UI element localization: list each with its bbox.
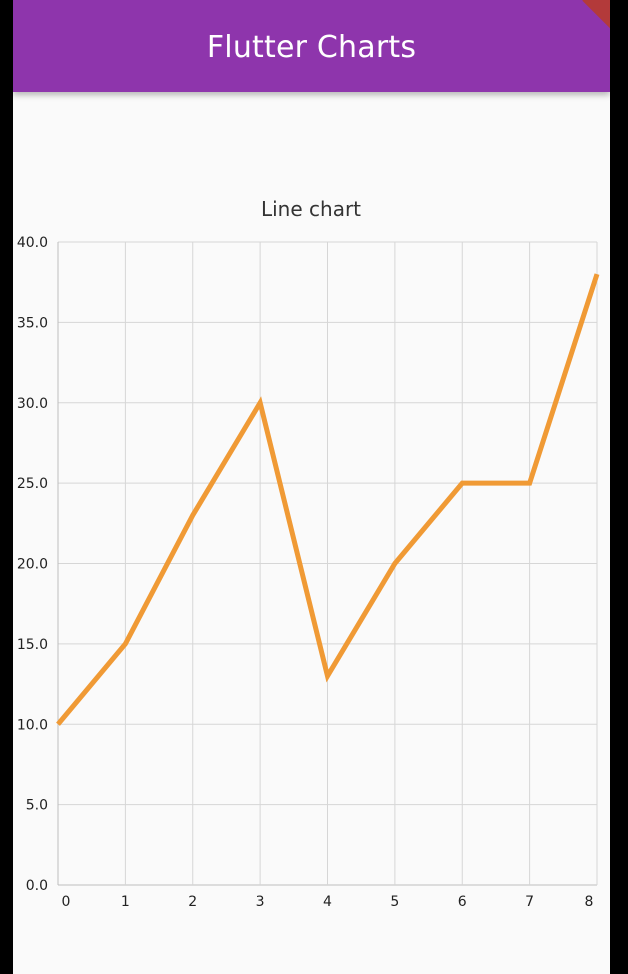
y-tick-label: 25.0 (17, 476, 48, 492)
app-bar-title: Flutter Charts (206, 30, 417, 65)
x-tick-label: 7 (525, 894, 534, 910)
y-tick-label: 10.0 (17, 717, 48, 733)
y-tick-label: 0.0 (26, 878, 48, 894)
x-tick-label: 4 (323, 894, 332, 910)
y-tick-label: 35.0 (17, 315, 48, 331)
y-tick-label: 15.0 (17, 637, 48, 653)
series-line (56, 273, 600, 726)
line-chart: Line chart 0.0 5.0 10.0 15.0 20.0 25.0 30.0 35.… (17, 197, 600, 910)
x-tick-label: 3 (256, 894, 265, 910)
x-tick-label: 5 (390, 894, 399, 910)
y-tick-label: 5.0 (26, 798, 48, 814)
app-screen: Flutter Charts Line chart 0.0 5.0 10.0 15.0… (13, 0, 610, 974)
x-tick-label: 1 (121, 894, 130, 910)
x-tick-label: 6 (458, 894, 467, 910)
chart-title: Line chart (261, 197, 361, 221)
y-tick-label: 20.0 (17, 557, 48, 573)
app-bar: Flutter Charts (13, 0, 610, 92)
y-tick-label: 30.0 (17, 396, 48, 412)
x-axis-ticks: 0 1 2 3 4 5 6 7 8 (62, 894, 594, 910)
y-tick-label: 40.0 (17, 235, 48, 251)
x-tick-label: 2 (188, 894, 197, 910)
x-tick-label: 8 (585, 894, 594, 910)
y-axis-ticks: 0.0 5.0 10.0 15.0 20.0 25.0 30.0 35.0 40.0 (17, 235, 48, 894)
chart-series (56, 273, 600, 726)
x-tick-label: 0 (62, 894, 71, 910)
chart-grid (57, 241, 598, 886)
